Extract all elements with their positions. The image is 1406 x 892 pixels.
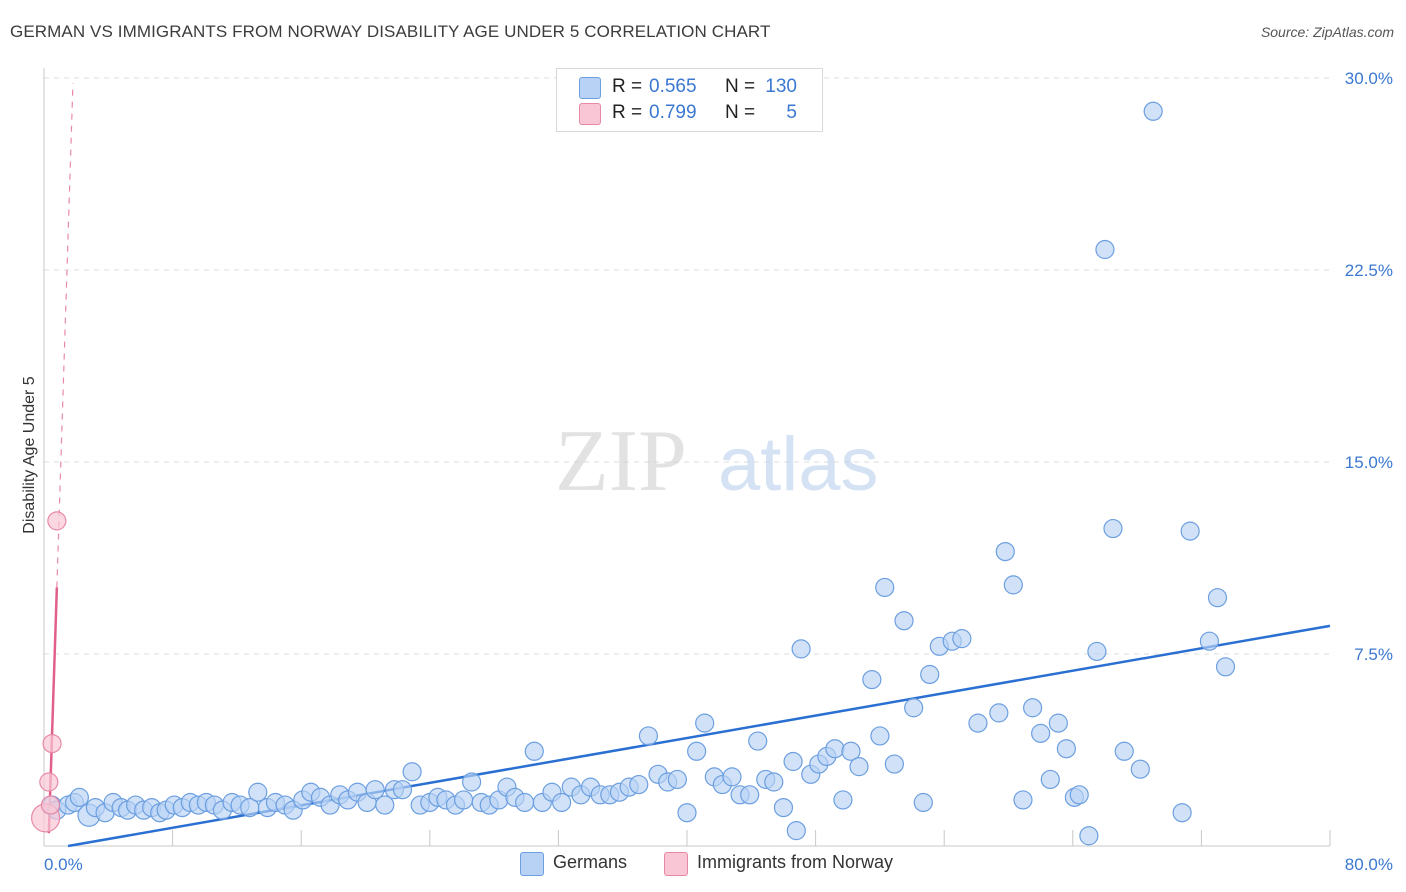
germans-point <box>920 664 940 685</box>
legend-r-value: 0.565 <box>649 76 697 97</box>
germans-point <box>1069 785 1089 805</box>
germans-point <box>913 792 933 813</box>
norway-point <box>42 733 62 754</box>
germans-point <box>687 741 707 761</box>
germans-point <box>638 726 659 746</box>
germans-point <box>1172 803 1192 823</box>
germans-point <box>1040 769 1060 790</box>
germans-point <box>69 787 89 807</box>
bottom-legend-swatch-blue <box>520 852 544 876</box>
norway-point <box>39 772 59 792</box>
bottom-legend-swatch-pink <box>664 852 688 876</box>
germans-point <box>862 669 882 690</box>
y-tick-label: 22.5% <box>1345 261 1393 280</box>
germans-point <box>1095 239 1115 260</box>
germans-point <box>365 780 385 800</box>
data-points <box>31 101 1236 846</box>
germans-point <box>833 790 853 810</box>
germans-point <box>773 797 794 818</box>
germans-point <box>989 703 1009 723</box>
germans-point <box>629 774 649 795</box>
germans-point <box>722 767 742 787</box>
germans-point <box>1199 631 1220 651</box>
watermark-atlas: atlas <box>718 422 879 507</box>
y-tick-label: 15.0% <box>1345 453 1393 472</box>
germans-point <box>783 751 803 772</box>
norway-trend-extension <box>56 83 74 588</box>
germans-point <box>1056 739 1076 759</box>
norway-point <box>47 511 67 531</box>
germans-point <box>1207 588 1228 608</box>
x-tick-label: 80.0% <box>1345 855 1393 874</box>
axes <box>43 68 1331 847</box>
norway-trend-line <box>47 587 59 834</box>
germans-point <box>524 741 544 761</box>
y-tick-label: 30.0% <box>1345 69 1393 88</box>
source-label: Source: ZipAtlas.com <box>1260 24 1394 40</box>
legend-swatch-pink <box>579 103 601 125</box>
germans-point <box>849 757 869 777</box>
germans-point <box>791 639 811 659</box>
germans-point <box>786 821 806 841</box>
germans-point <box>1013 790 1033 810</box>
germans-point <box>764 772 784 792</box>
germans-point <box>1023 698 1043 718</box>
x-tick-label: 0.0% <box>44 855 83 874</box>
germans-point <box>1114 741 1134 761</box>
germans-point <box>1003 575 1023 595</box>
stats-legend: R = 0.565 N = 130 R = 0.799 N = 5 <box>556 68 823 132</box>
trend-lines <box>47 83 1331 848</box>
y-axis-label: Disability Age Under 5 <box>21 376 38 534</box>
germans-point <box>695 713 715 733</box>
germans-point <box>995 541 1015 562</box>
germans-point <box>667 769 687 790</box>
germans-point <box>748 731 768 751</box>
germans-point <box>952 629 972 649</box>
germans-point <box>1103 518 1123 539</box>
y-tick-label: 7.5% <box>1354 645 1393 664</box>
germans-point <box>402 762 422 782</box>
germans-point <box>1143 101 1163 121</box>
germans-point <box>740 785 760 805</box>
norway-point <box>40 795 61 815</box>
germans-point <box>1215 657 1236 677</box>
germans-point <box>248 782 268 802</box>
germans-point <box>870 726 890 746</box>
germans-point <box>884 754 904 774</box>
germans-point <box>515 792 535 813</box>
legend-r-value: 0.799 <box>649 102 697 123</box>
germans-point <box>1048 713 1068 733</box>
germans-point <box>677 803 697 823</box>
germans-point <box>841 741 861 761</box>
tick-labels: 7.5% 15.0% 22.5% 30.0% 0.0% 80.0% <box>44 69 1393 874</box>
watermark-zip: ZIP <box>555 413 687 510</box>
legend-r-label: R = <box>612 102 643 123</box>
germans-point <box>1130 759 1150 779</box>
germans-point <box>825 739 845 759</box>
germans-point <box>1180 521 1200 541</box>
germans-point <box>453 790 474 810</box>
bottom-legend-label: Germans <box>553 852 628 872</box>
germans-point <box>552 792 572 813</box>
germans-point <box>1031 723 1051 743</box>
legend-n-value: 5 <box>786 102 797 123</box>
legend-n-value: 130 <box>765 76 797 97</box>
chart-title: GERMAN VS IMMIGRANTS FROM NORWAY DISABIL… <box>10 22 771 41</box>
germans-point <box>1087 641 1107 662</box>
bottom-legend-label: Immigrants from Norway <box>697 852 894 872</box>
germans-point <box>392 780 413 800</box>
legend-swatch-blue <box>579 77 601 99</box>
germans-point <box>461 772 482 792</box>
germans-point <box>875 577 895 598</box>
germans-point <box>968 713 988 733</box>
legend-n-label: N = <box>725 76 756 97</box>
legend-r-label: R = <box>612 76 643 97</box>
germans-point <box>894 611 914 631</box>
legend-n-label: N = <box>725 102 756 123</box>
gridlines <box>44 77 1330 655</box>
germans-point <box>375 795 395 815</box>
germans-point <box>1079 826 1099 846</box>
germans-point <box>904 698 924 718</box>
